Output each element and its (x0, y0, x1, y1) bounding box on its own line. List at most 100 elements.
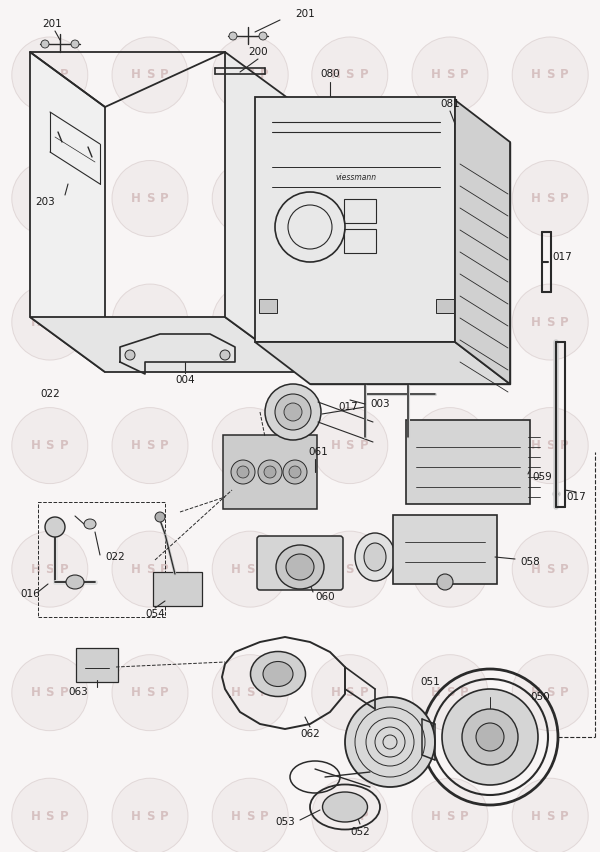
Text: S: S (246, 315, 254, 329)
Circle shape (312, 778, 388, 852)
Text: 017: 017 (566, 492, 586, 502)
FancyBboxPatch shape (259, 299, 277, 313)
Text: P: P (260, 192, 269, 205)
Text: P: P (460, 562, 469, 576)
Text: P: P (460, 809, 469, 823)
Text: S: S (246, 439, 254, 452)
Ellipse shape (286, 554, 314, 580)
Text: 050: 050 (530, 692, 550, 702)
Text: viessmann: viessmann (335, 172, 377, 181)
Text: S: S (46, 809, 54, 823)
Circle shape (112, 407, 188, 484)
Text: H: H (31, 439, 41, 452)
Text: H: H (231, 562, 241, 576)
Circle shape (212, 654, 288, 731)
Circle shape (12, 160, 88, 237)
Text: S: S (346, 192, 354, 205)
Text: 017: 017 (338, 402, 358, 412)
Circle shape (312, 531, 388, 607)
Text: S: S (46, 439, 54, 452)
Text: S: S (346, 809, 354, 823)
Text: P: P (260, 562, 269, 576)
Text: 203: 203 (35, 197, 55, 207)
Text: H: H (531, 562, 541, 576)
Text: P: P (460, 192, 469, 205)
Text: P: P (160, 439, 169, 452)
Circle shape (345, 697, 435, 787)
Text: P: P (359, 192, 368, 205)
Text: S: S (446, 315, 454, 329)
Text: S: S (46, 686, 54, 699)
Text: S: S (446, 68, 454, 82)
Text: P: P (460, 315, 469, 329)
Circle shape (212, 160, 288, 237)
Text: P: P (560, 562, 569, 576)
Circle shape (229, 32, 237, 40)
Circle shape (12, 654, 88, 731)
Circle shape (462, 709, 518, 765)
Text: P: P (260, 439, 269, 452)
Text: S: S (346, 68, 354, 82)
Circle shape (265, 384, 321, 440)
Text: H: H (131, 809, 141, 823)
Text: 051: 051 (420, 677, 440, 687)
Text: P: P (560, 686, 569, 699)
Text: P: P (59, 68, 68, 82)
Circle shape (512, 284, 588, 360)
Circle shape (512, 654, 588, 731)
Ellipse shape (251, 652, 305, 696)
Text: 061: 061 (308, 447, 328, 457)
Circle shape (231, 460, 255, 484)
Text: S: S (546, 562, 554, 576)
Text: 058: 058 (520, 557, 540, 567)
Text: P: P (260, 68, 269, 82)
Circle shape (112, 284, 188, 360)
Text: S: S (46, 68, 54, 82)
Text: H: H (331, 439, 341, 452)
Text: P: P (160, 68, 169, 82)
Circle shape (442, 689, 538, 785)
Text: 017: 017 (552, 252, 572, 262)
Text: P: P (460, 68, 469, 82)
Text: H: H (231, 809, 241, 823)
Polygon shape (455, 100, 510, 384)
Circle shape (112, 778, 188, 852)
Text: 200: 200 (248, 47, 268, 57)
Circle shape (412, 284, 488, 360)
Text: S: S (246, 686, 254, 699)
Circle shape (412, 407, 488, 484)
Text: H: H (331, 809, 341, 823)
Text: P: P (59, 315, 68, 329)
Text: 022: 022 (40, 389, 60, 399)
Text: P: P (359, 439, 368, 452)
Circle shape (283, 460, 307, 484)
Text: H: H (331, 68, 341, 82)
Circle shape (212, 284, 288, 360)
Circle shape (312, 284, 388, 360)
Text: S: S (546, 68, 554, 82)
Text: 016: 016 (20, 589, 40, 599)
Circle shape (12, 407, 88, 484)
Text: H: H (331, 192, 341, 205)
Text: S: S (346, 439, 354, 452)
FancyBboxPatch shape (257, 536, 343, 590)
Text: H: H (431, 809, 441, 823)
Text: 059: 059 (532, 472, 552, 482)
Text: P: P (560, 315, 569, 329)
Circle shape (312, 160, 388, 237)
Text: P: P (460, 439, 469, 452)
Circle shape (12, 284, 88, 360)
Text: S: S (246, 68, 254, 82)
Text: H: H (431, 686, 441, 699)
Text: P: P (260, 315, 269, 329)
Text: P: P (160, 809, 169, 823)
Text: H: H (431, 192, 441, 205)
Text: S: S (546, 686, 554, 699)
Circle shape (412, 778, 488, 852)
Text: P: P (260, 686, 269, 699)
Polygon shape (255, 342, 510, 384)
FancyBboxPatch shape (406, 420, 530, 504)
Ellipse shape (263, 661, 293, 687)
Text: S: S (46, 562, 54, 576)
Text: H: H (31, 562, 41, 576)
